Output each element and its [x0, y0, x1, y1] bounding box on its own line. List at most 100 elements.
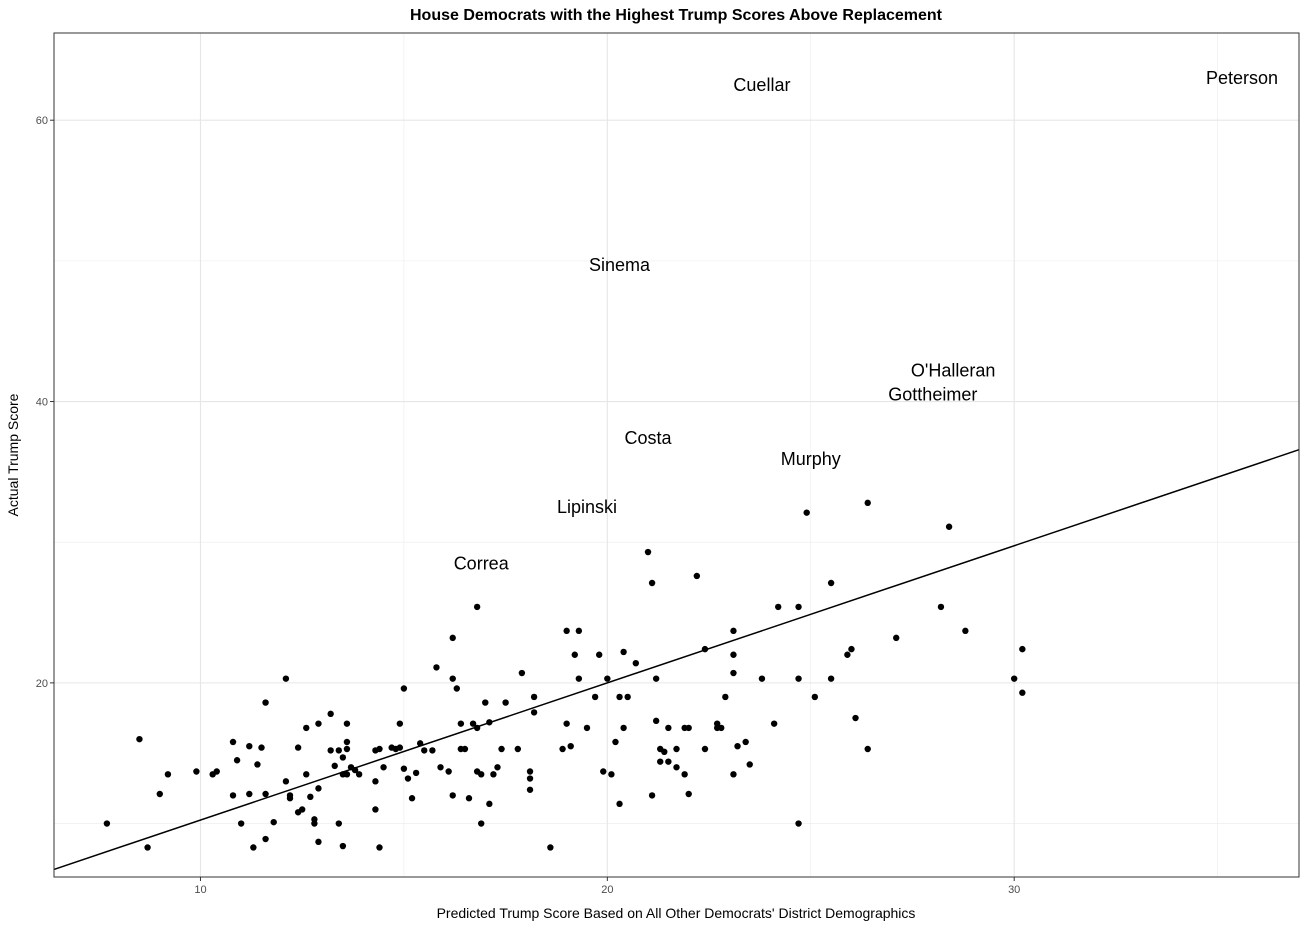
- data-point: [343, 745, 351, 753]
- data-point: [530, 709, 538, 716]
- data-point: [864, 745, 871, 753]
- data-point: [339, 842, 347, 850]
- data-point: [514, 745, 522, 753]
- data-point: [685, 790, 692, 798]
- data-point: [937, 603, 945, 611]
- data-point: [827, 675, 835, 682]
- y-axis: 20 40 60: [36, 115, 54, 690]
- data-point: [742, 738, 749, 746]
- data-point: [494, 764, 501, 771]
- data-point: [164, 771, 172, 778]
- data-point: [246, 790, 253, 798]
- data-point: [571, 651, 578, 658]
- y-axis-title: Actual Trump Score: [5, 393, 21, 516]
- data-point: [718, 724, 725, 732]
- x-tick-label: 10: [194, 884, 206, 896]
- data-point: [445, 768, 452, 775]
- data-point: [559, 745, 566, 753]
- data-point: [661, 748, 668, 756]
- data-point: [400, 765, 408, 772]
- data-point: [473, 724, 481, 732]
- data-point: [449, 634, 456, 642]
- data-point: [526, 768, 534, 775]
- data-point: [307, 793, 314, 801]
- point-label: Correa: [454, 553, 510, 573]
- data-point: [604, 675, 611, 682]
- data-point: [376, 745, 383, 753]
- plot-area: Peterson Cuellar Sinema O'Halleran Gottheime…: [53, 32, 1300, 878]
- data-point: [412, 769, 420, 777]
- data-point: [795, 675, 802, 682]
- data-point: [343, 738, 351, 746]
- data-point: [827, 579, 835, 587]
- data-point: [701, 645, 709, 653]
- data-point: [644, 548, 652, 556]
- data-point: [327, 747, 334, 754]
- data-point: [608, 771, 615, 778]
- data-point: [665, 758, 672, 765]
- data-point: [303, 771, 310, 778]
- data-point: [246, 742, 253, 750]
- data-point: [315, 838, 322, 846]
- data-point: [652, 717, 660, 725]
- points-group: [103, 499, 1026, 851]
- data-point: [250, 844, 257, 851]
- data-point: [563, 720, 570, 727]
- data-point: [583, 724, 591, 732]
- data-point: [355, 771, 363, 778]
- data-point: [156, 790, 163, 798]
- data-point: [258, 744, 265, 751]
- data-point: [416, 740, 424, 747]
- point-label: Gottheimer: [888, 385, 977, 405]
- data-point: [563, 627, 570, 635]
- data-point: [229, 792, 237, 799]
- data-point: [893, 634, 900, 642]
- data-point: [632, 659, 640, 667]
- data-point: [449, 792, 456, 799]
- data-point: [852, 714, 859, 722]
- data-point: [473, 603, 481, 611]
- data-point: [233, 757, 241, 764]
- data-point: [315, 785, 322, 792]
- data-point: [665, 724, 672, 732]
- data-point: [103, 820, 111, 827]
- data-point: [469, 720, 477, 727]
- data-point: [673, 764, 680, 771]
- data-point: [498, 745, 505, 753]
- data-point: [437, 764, 444, 771]
- data-point: [449, 675, 456, 682]
- data-point: [620, 648, 627, 656]
- data-point: [457, 720, 465, 727]
- data-point: [848, 645, 855, 653]
- data-point: [311, 820, 318, 827]
- data-point: [303, 724, 310, 732]
- data-point: [595, 651, 603, 658]
- data-point: [730, 627, 737, 635]
- grid-minor: [54, 33, 1299, 877]
- data-point: [811, 693, 819, 701]
- data-point: [478, 820, 485, 827]
- plot-background: [54, 33, 1299, 877]
- data-point: [294, 744, 302, 751]
- data-point: [380, 764, 387, 771]
- data-point: [730, 651, 737, 658]
- data-point: [567, 742, 574, 750]
- data-point: [730, 669, 737, 677]
- data-point: [803, 509, 810, 516]
- data-point: [616, 800, 623, 808]
- data-point: [262, 835, 269, 843]
- data-point: [526, 786, 534, 793]
- y-tick-label: 40: [36, 397, 48, 409]
- data-point: [282, 778, 290, 785]
- y-tick-label: 60: [36, 115, 48, 127]
- data-point: [327, 710, 334, 718]
- data-point: [693, 572, 701, 580]
- data-point: [547, 844, 554, 851]
- data-point: [286, 795, 294, 802]
- chart-title: House Democrats with the Highest Trump S…: [410, 7, 943, 24]
- data-point: [237, 820, 245, 827]
- data-point: [144, 844, 151, 851]
- data-point: [600, 768, 607, 775]
- point-label: Peterson: [1206, 68, 1278, 88]
- data-point: [575, 675, 583, 682]
